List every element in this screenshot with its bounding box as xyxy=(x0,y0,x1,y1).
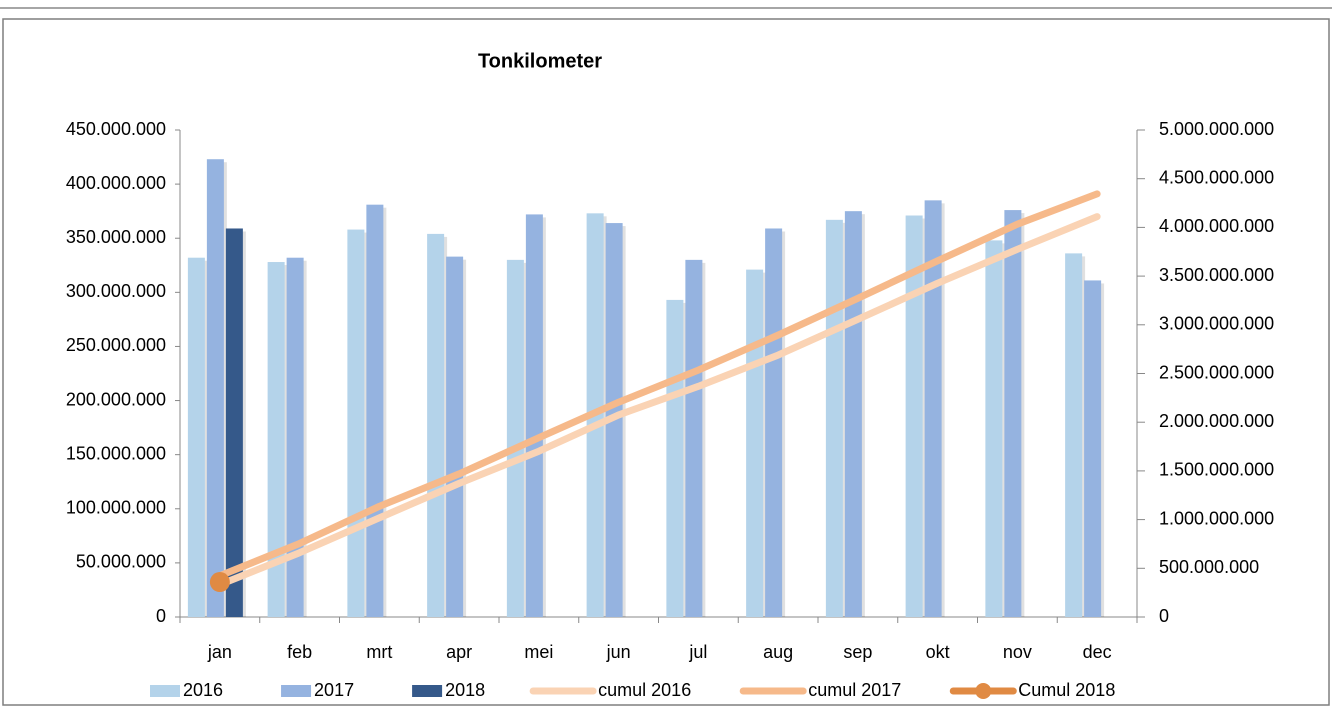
legend-swatch xyxy=(281,685,312,697)
y2-tick-label: 4.500.000.000 xyxy=(1159,167,1274,187)
line-marker xyxy=(209,572,230,593)
y-tick-label: 400.000.000 xyxy=(66,173,166,193)
x-tick-label: dec xyxy=(1083,642,1112,662)
line xyxy=(216,190,1101,580)
bar xyxy=(924,200,942,617)
bar xyxy=(746,269,764,617)
y-tick-label: 50.000.000 xyxy=(76,552,166,572)
bar xyxy=(985,240,1003,618)
y2-tick-label: 2.500.000.000 xyxy=(1159,362,1274,382)
bar xyxy=(825,219,843,617)
y-tick-label: 300.000.000 xyxy=(66,281,166,301)
x-tick-label: nov xyxy=(1003,642,1032,662)
bar xyxy=(286,257,304,617)
y2-tick-label: 3.000.000.000 xyxy=(1159,314,1274,334)
bar xyxy=(666,299,684,617)
legend-label: 2018 xyxy=(445,680,485,700)
legend-swatch xyxy=(150,685,180,697)
y2-tick-label: 3.500.000.000 xyxy=(1159,265,1274,285)
bar xyxy=(347,229,365,617)
y2-tick-label: 1.500.000.000 xyxy=(1159,460,1274,480)
bar xyxy=(366,204,384,617)
bar xyxy=(844,211,862,617)
legend-label: 2016 xyxy=(183,680,223,700)
legend-marker xyxy=(975,683,992,699)
bar xyxy=(765,228,783,617)
bar xyxy=(525,214,543,617)
y-tick-label: 450.000.000 xyxy=(66,119,166,139)
y-tick-label: 250.000.000 xyxy=(66,335,166,355)
x-tick-label: feb xyxy=(287,642,312,662)
legend-label: cumul 2016 xyxy=(598,680,691,700)
legend-label: cumul 2017 xyxy=(808,680,901,700)
bar xyxy=(187,257,205,617)
bar xyxy=(506,259,524,617)
y2-tick-label: 5.000.000.000 xyxy=(1159,119,1274,139)
x-tick-label: jul xyxy=(688,642,707,662)
x-tick-label: jun xyxy=(606,642,631,662)
chart-border xyxy=(2,18,1330,706)
x-tick-label: mrt xyxy=(366,642,392,662)
bar xyxy=(685,259,703,617)
bar xyxy=(1065,253,1083,617)
x-tick-label: okt xyxy=(926,642,950,662)
y2-tick-label: 4.000.000.000 xyxy=(1159,216,1274,236)
y-tick-label: 350.000.000 xyxy=(66,227,166,247)
x-tick-label: mei xyxy=(524,642,553,662)
legend-label: Cumul 2018 xyxy=(1018,680,1115,700)
bar xyxy=(446,256,464,617)
legend-swatch xyxy=(412,685,443,697)
y-tick-label: 200.000.000 xyxy=(66,389,166,409)
bar xyxy=(905,215,923,618)
bar xyxy=(225,228,243,617)
bar xyxy=(1004,210,1022,617)
y-tick-label: 150.000.000 xyxy=(66,443,166,463)
bar xyxy=(206,159,224,617)
chart-title: Tonkilometer xyxy=(478,50,602,72)
y2-tick-label: 2.000.000.000 xyxy=(1159,411,1274,431)
y-tick-label: 100.000.000 xyxy=(66,498,166,518)
y2-tick-label: 500.000.000 xyxy=(1159,557,1259,577)
y2-tick-label: 0 xyxy=(1159,606,1169,626)
x-tick-label: apr xyxy=(446,642,472,662)
bar xyxy=(1084,280,1102,617)
x-tick-label: jan xyxy=(207,642,232,662)
y-tick-label: 0 xyxy=(156,606,166,626)
x-tick-label: aug xyxy=(763,642,793,662)
bar xyxy=(427,233,445,618)
bar xyxy=(267,262,285,617)
line xyxy=(216,213,1101,589)
y2-tick-label: 1.000.000.000 xyxy=(1159,508,1274,528)
x-tick-label: sep xyxy=(843,642,872,662)
legend-label: 2017 xyxy=(314,680,354,700)
